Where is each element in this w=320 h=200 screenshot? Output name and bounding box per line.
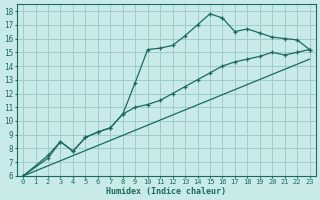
X-axis label: Humidex (Indice chaleur): Humidex (Indice chaleur) [106, 187, 226, 196]
